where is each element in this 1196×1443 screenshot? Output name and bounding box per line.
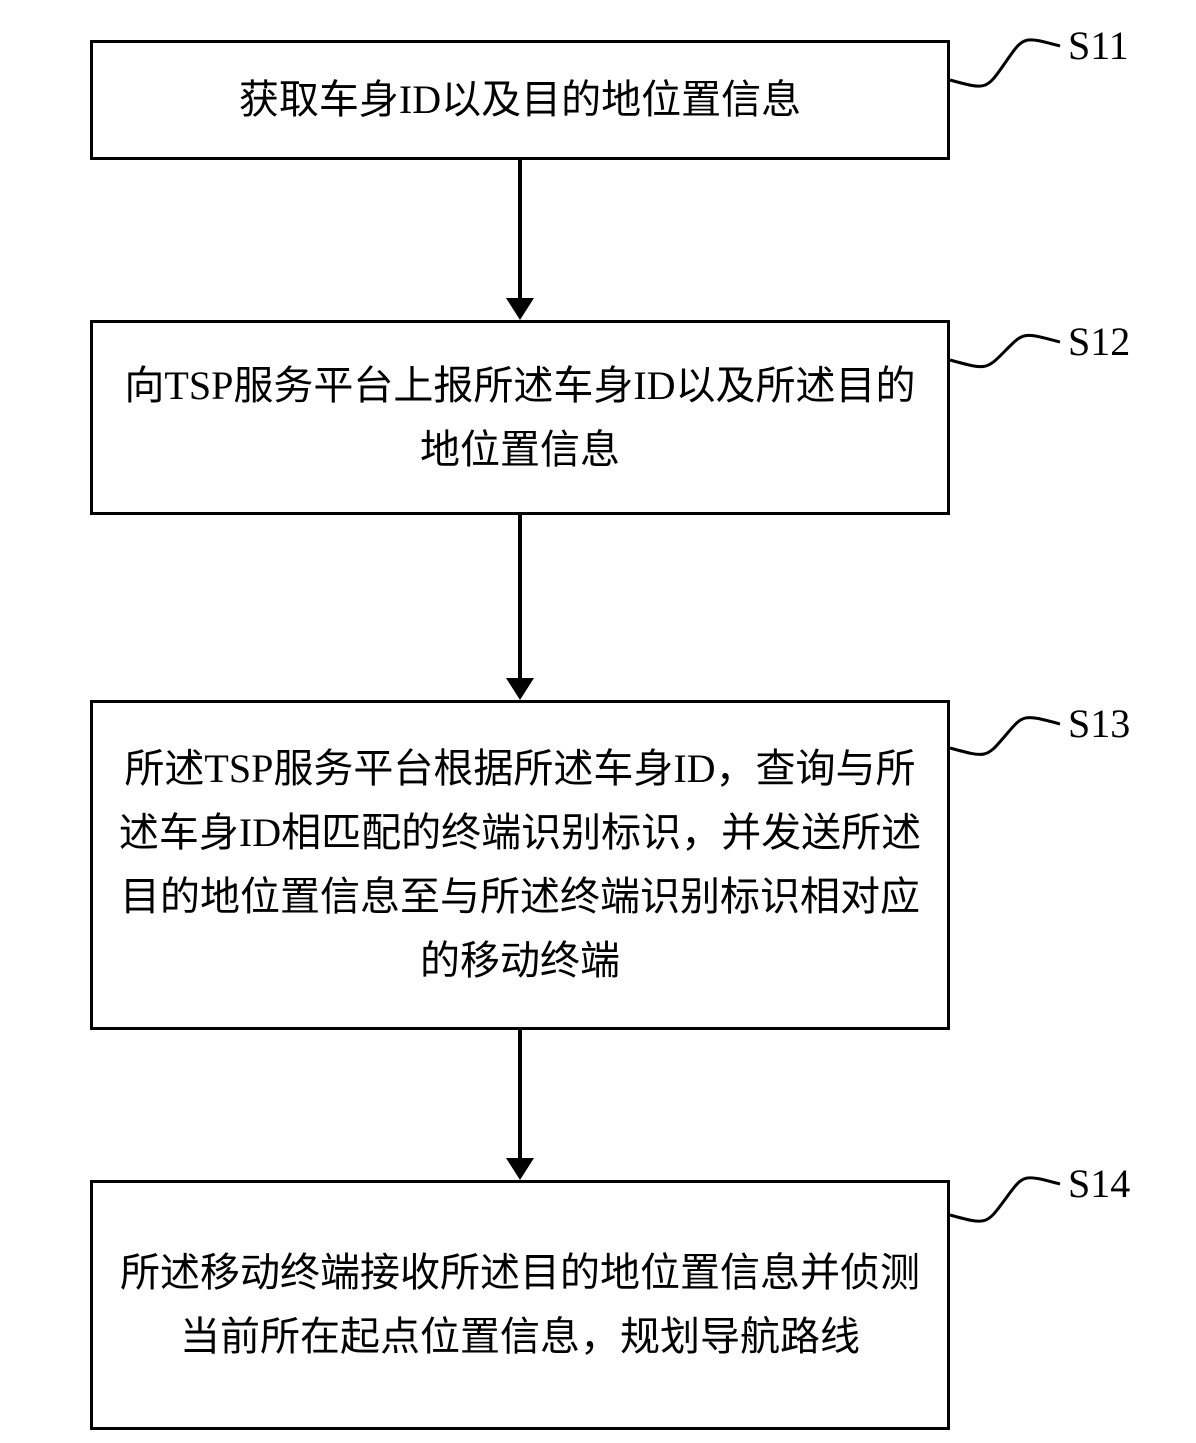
flowchart-node-n3: 所述TSP服务平台根据所述车身ID，查询与所述车身ID相匹配的终端识别标识，并发… (90, 700, 950, 1030)
step-label-S14: S14 (1068, 1160, 1130, 1207)
flowchart-node-n2: 向TSP服务平台上报所述车身ID以及所述目的地位置信息 (90, 320, 950, 515)
label-connector (936, 32, 1074, 94)
flowchart-node-n4: 所述移动终端接收所述目的地位置信息并侦测当前所在起点位置信息，规划导航路线 (90, 1180, 950, 1430)
edge-line (518, 1030, 522, 1158)
label-connector (936, 328, 1074, 374)
node-text: 所述TSP服务平台根据所述车身ID，查询与所述车身ID相匹配的终端识别标识，并发… (117, 737, 923, 993)
edge-arrowhead (506, 298, 534, 320)
edge-line (518, 160, 522, 298)
label-connector (936, 710, 1074, 762)
step-label-S13: S13 (1068, 700, 1130, 747)
flowchart-canvas: 获取车身ID以及目的地位置信息 S11 向TSP服务平台上报所述车身ID以及所述目的… (0, 0, 1196, 1443)
node-text: 向TSP服务平台上报所述车身ID以及所述目的地位置信息 (117, 354, 923, 482)
step-label-S11: S11 (1068, 22, 1129, 69)
step-label-S12: S12 (1068, 318, 1130, 365)
edge-arrowhead (506, 678, 534, 700)
edge-line (518, 515, 522, 678)
edge-arrowhead (506, 1158, 534, 1180)
node-text: 获取车身ID以及目的地位置信息 (239, 68, 801, 132)
flowchart-node-n1: 获取车身ID以及目的地位置信息 (90, 40, 950, 160)
node-text: 所述移动终端接收所述目的地位置信息并侦测当前所在起点位置信息，规划导航路线 (117, 1241, 923, 1369)
label-connector (936, 1170, 1074, 1229)
